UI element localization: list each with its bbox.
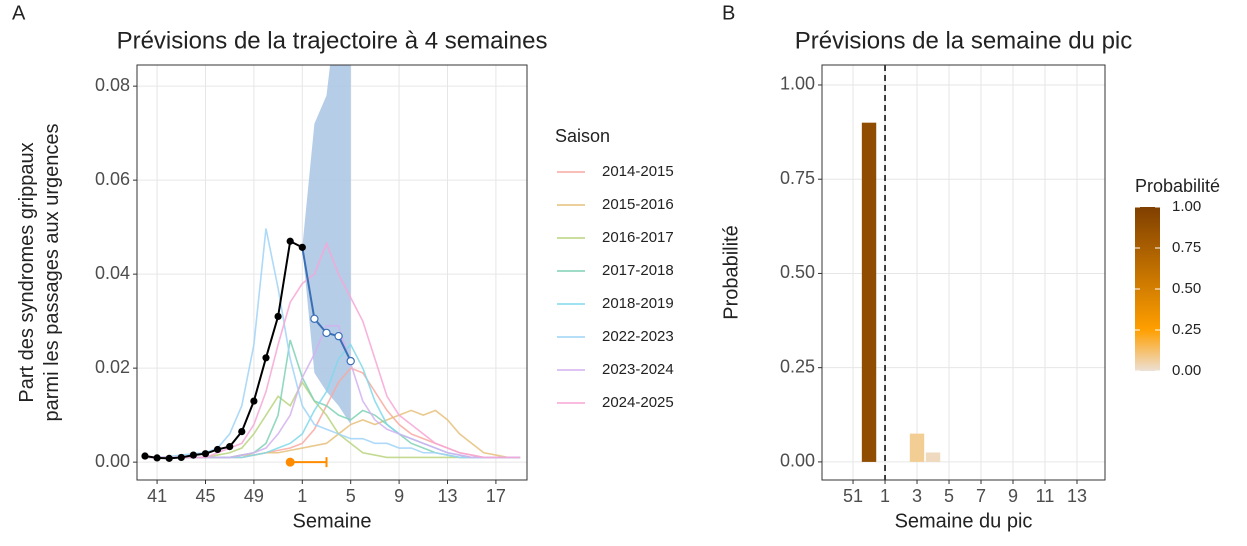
panel-label: B [722, 2, 735, 24]
y-tick-label: 0.00 [780, 451, 815, 471]
legend-label: 2014-2015 [602, 163, 674, 180]
y-tick-label: 0.25 [780, 356, 815, 376]
legend-label: 2017-2018 [602, 262, 674, 279]
observed-point [141, 452, 149, 460]
legend-label: 2015-2016 [602, 196, 674, 213]
x-tick-label: 45 [195, 486, 215, 506]
forecast-point [310, 314, 319, 323]
x-tick-label: 7 [976, 486, 986, 506]
legend-label: 2016-2017 [602, 229, 674, 246]
observed-point [238, 427, 246, 436]
x-tick-label: 13 [437, 486, 457, 506]
chart-title: Prévisions de la semaine du pic [795, 27, 1133, 54]
legend-label: 2018-2019 [602, 295, 674, 312]
x-tick-label: 41 [147, 486, 167, 506]
y-axis-title: Probabilité [720, 225, 742, 320]
x-axis-title: Semaine [293, 510, 372, 532]
observed-point [165, 454, 173, 462]
colorbar-label: 0.25 [1172, 321, 1201, 338]
observed-point [274, 312, 282, 321]
legend-label: 2024-2025 [602, 394, 674, 411]
x-tick-label: 5 [944, 486, 954, 506]
legend-title: Saison [555, 126, 610, 146]
observed-point [298, 243, 306, 251]
forecast-point [322, 328, 331, 338]
y-tick-label: 1.00 [780, 74, 815, 94]
observed-point [250, 397, 258, 405]
colorbar-title: Probabilité [1135, 176, 1220, 196]
x-tick-label: 49 [244, 486, 264, 506]
x-tick-label: 1 [297, 486, 307, 506]
x-tick-label: 9 [1008, 486, 1018, 506]
observed-point [189, 451, 197, 459]
colorbar-label: 0.50 [1172, 280, 1201, 297]
plot-layer [861, 65, 941, 480]
x-tick-label: 1 [880, 486, 890, 506]
x-tick-label: 17 [486, 486, 506, 506]
y-tick-label: 0.02 [95, 357, 130, 377]
x-tick-label: 13 [1067, 486, 1087, 506]
y-axis-title: parmi les passages aux urgences [41, 124, 63, 422]
observed-point [201, 450, 210, 458]
colorbar-label: 0.75 [1172, 239, 1201, 256]
plot-layer [141, 65, 521, 468]
bar [909, 433, 925, 462]
colorbar-label: 1.00 [1172, 198, 1201, 215]
colorbar-label: 0.00 [1172, 362, 1201, 379]
observed-point [226, 443, 234, 451]
x-tick-label: 5 [346, 486, 356, 506]
observed-point [177, 453, 185, 462]
y-tick-label: 0.04 [95, 263, 130, 283]
bar [861, 122, 877, 462]
forecast-point [334, 331, 343, 341]
x-tick-label: 9 [394, 486, 404, 506]
y-tick-label: 0.50 [780, 262, 815, 282]
forecast-point [346, 356, 355, 366]
observed-point [286, 237, 294, 245]
y-tick-label: 0.08 [95, 75, 130, 95]
chart-title: Prévisions de la trajectoire à 4 semaine… [117, 27, 548, 54]
observed-point [153, 454, 161, 462]
x-tick-label: 11 [1036, 486, 1055, 506]
plot-border [821, 64, 1106, 481]
x-axis-title: Semaine du pic [895, 510, 1033, 532]
y-tick-label: 0.00 [95, 451, 130, 471]
panel-label: A [12, 2, 26, 24]
y-axis-title: Part des syndromes grippaux [16, 142, 38, 402]
x-tick-label: 51 [843, 486, 863, 506]
y-tick-label: 0.06 [95, 169, 130, 189]
bar [925, 452, 941, 462]
observed-point [213, 445, 222, 454]
x-tick-label: 3 [912, 486, 922, 506]
observed-point [262, 354, 270, 362]
plot-border [136, 64, 528, 481]
y-tick-label: 0.75 [780, 168, 815, 188]
peak-point [285, 457, 295, 467]
legend-label: 2023-2024 [602, 361, 674, 378]
legend-label: 2022-2023 [602, 328, 674, 345]
